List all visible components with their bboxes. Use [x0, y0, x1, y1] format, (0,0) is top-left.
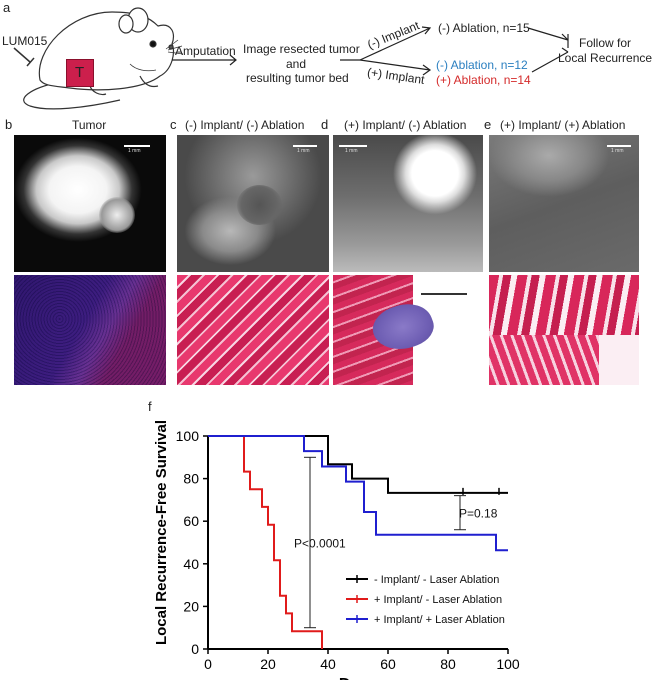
x-axis-label: Days [339, 676, 377, 680]
pvalue-label-1: P<0.0001 [294, 537, 346, 551]
tumor-box: T [66, 59, 94, 87]
panel-c-title: (-) Implant/ (-) Ablation [185, 118, 305, 132]
panel-d-fluorescence-image: 1 mm [333, 135, 483, 272]
group-implant-ablation: (+) Ablation, n=14 [436, 73, 531, 87]
km-chart: 0 20 40 60 80 100 0 20 40 60 80 100 Days Local Recurr… [153, 420, 520, 680]
x-tick-label: 60 [380, 656, 396, 672]
panel-f-letter: f [148, 399, 152, 414]
image-step-line3: resulting tumor bed [246, 71, 349, 85]
y-tick-label: 0 [191, 641, 199, 657]
legend-label-1: - Implant/ - Laser Ablation [374, 574, 499, 586]
panel-e-letter: e [484, 117, 492, 132]
y-tick-label: 100 [176, 428, 200, 444]
panel-b-fluorescence-image: 1 mm [14, 135, 166, 272]
panel-c-histology-image [177, 275, 329, 385]
y-tick-label: 40 [183, 556, 199, 572]
panel-d-histology-image [333, 275, 483, 385]
group-no-implant-no-ablation: (-) Ablation, n=15 [438, 21, 530, 35]
series-line-2 [208, 435, 323, 649]
panel-e-histology-image [489, 275, 639, 385]
y-tick-label: 80 [183, 471, 199, 487]
legend-label-3: + Implant/ + Laser Ablation [374, 614, 505, 626]
panel-d-title: (+) Implant/ (-) Ablation [344, 118, 467, 132]
legend-label-2: + Implant/ - Laser Ablation [374, 594, 502, 606]
panel-a-letter: a [3, 0, 11, 15]
x-tick-label: 20 [260, 656, 276, 672]
panel-c-scale-label: 1 mm [297, 148, 310, 154]
panel-d-letter: d [321, 117, 329, 132]
panel-c-letter: c [170, 117, 177, 132]
amputation-label: Amputation [175, 44, 236, 58]
follow-line1: Follow for [579, 36, 632, 50]
image-step-line2: and [286, 57, 307, 71]
follow-line2: Local Recurrence [558, 51, 653, 65]
x-tick-label: 100 [496, 656, 520, 672]
group-implant-no-ablation: (-) Ablation, n=12 [436, 58, 528, 72]
pvalue-label-2: P=0.18 [459, 507, 498, 521]
panel-e-scale-label: 1 mm [611, 148, 624, 154]
panel-d-scale-label: 1 mm [345, 148, 358, 154]
panel-a-diagram [13, 7, 569, 110]
panel-b-scale-label: 1 mm [128, 148, 141, 154]
panel-b-title: Tumor [72, 118, 107, 132]
drug-label: LUM015 [2, 34, 48, 48]
series-line-3 [208, 435, 508, 552]
panel-c-fluorescence-image: 1 mm [177, 135, 329, 272]
panel-b-letter: b [5, 117, 13, 132]
series-line-1 [208, 435, 508, 494]
image-step-line1: Image resected tumor [243, 42, 360, 56]
y-tick-label: 60 [183, 513, 199, 529]
x-tick-label: 40 [320, 656, 336, 672]
tumor-label: T [75, 64, 85, 81]
mouse-illustration [23, 7, 184, 110]
panel-e-title: (+) Implant/ (+) Ablation [500, 118, 626, 132]
y-tick-label: 20 [183, 598, 199, 614]
x-tick-label: 0 [204, 656, 212, 672]
x-tick-label: 80 [440, 656, 456, 672]
panel-b-histology-image [14, 275, 166, 385]
panel-e-fluorescence-image: 1 mm [489, 135, 639, 272]
y-axis-label: Local Recurrence-Free Survival [153, 420, 170, 645]
